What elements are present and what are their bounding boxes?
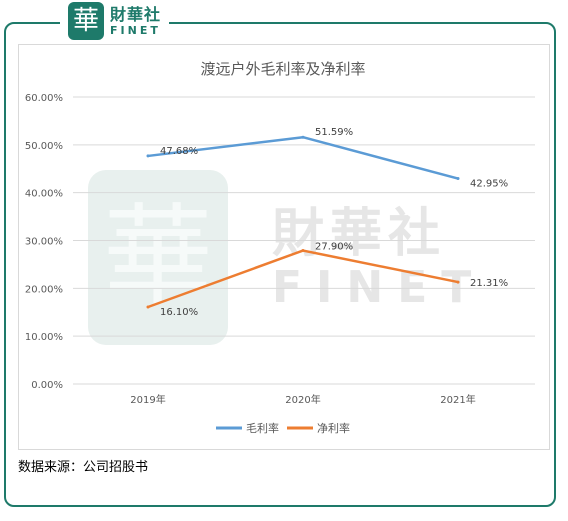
data-point [146,154,150,158]
data-label: 21.31% [470,278,508,289]
x-tick-label: 2021年 [440,393,475,406]
data-point [146,305,150,309]
watermark-name-en: FINET [272,262,486,313]
watermark-seal-icon: 華 [88,170,228,345]
data-label: 42.95% [470,179,508,190]
brand-name-cn: 財華社 [110,4,162,24]
data-point [456,177,460,181]
legend-label: 毛利率 [246,421,279,435]
y-tick-label: 30.00% [25,237,63,248]
data-point [301,135,305,139]
y-tick-label: 50.00% [25,141,63,152]
brand-logo: 華 財華社 FINET [60,0,170,42]
logo-text: 財華社 FINET [110,4,162,37]
x-tick-label: 2020年 [285,393,320,406]
data-label: 27.90% [315,242,353,253]
data-point [301,249,305,253]
brand-name-en: FINET [110,23,161,37]
data-point [456,280,460,284]
data-label: 16.10% [160,307,198,318]
series-line-1 [146,135,460,180]
data-label: 47.68% [160,146,198,157]
logo-seal-icon: 華 [68,2,104,40]
legend-label: 净利率 [317,421,350,435]
series-line-2 [146,249,460,309]
y-tick-label: 0.00% [31,380,63,391]
data-label: 51.59% [315,127,353,138]
y-tick-label: 10.00% [25,332,63,343]
x-tick-label: 2019年 [130,393,165,406]
chart-title: 渡远户外毛利率及净利率 [200,60,365,78]
y-tick-label: 20.00% [25,284,63,295]
y-tick-label: 40.00% [25,189,63,200]
source-note: 数据来源：公司招股书 [18,460,149,475]
y-tick-label: 60.00% [25,93,63,104]
